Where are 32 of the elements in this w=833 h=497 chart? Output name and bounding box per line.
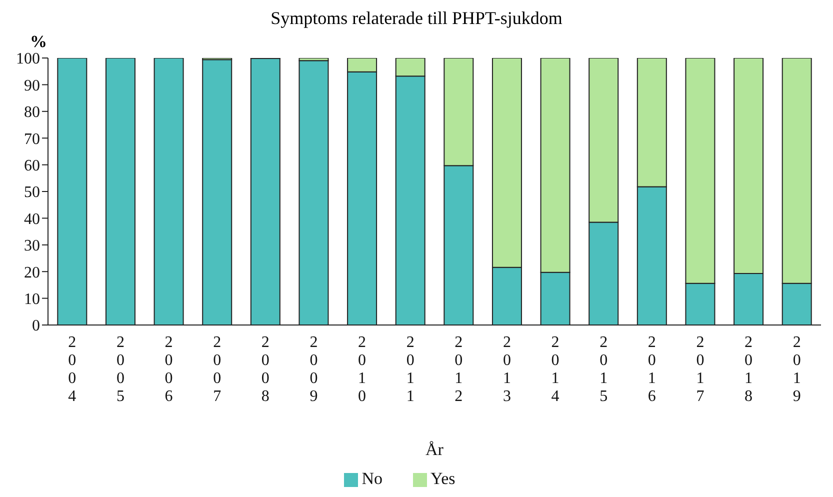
chart-title: Symptoms relaterade till PHPT-sjukdom bbox=[270, 8, 564, 29]
y-tick-label: 90 bbox=[24, 77, 40, 94]
x-axis-title: År bbox=[426, 440, 444, 459]
y-tick-label: 10 bbox=[24, 290, 40, 308]
x-tick-label: 2012 bbox=[454, 334, 463, 405]
x-tick-label: 2008 bbox=[261, 334, 270, 405]
x-tick-label: 2014 bbox=[551, 334, 560, 405]
y-tick-label: 100 bbox=[16, 50, 40, 68]
y-tick-label: 50 bbox=[24, 184, 40, 202]
y-tick-label: 0 bbox=[32, 318, 40, 335]
x-tick-label: 2017 bbox=[696, 334, 704, 405]
x-tick-label: 2005 bbox=[116, 334, 124, 405]
x-tick-label: 2006 bbox=[164, 334, 173, 405]
x-tick-label: 2019 bbox=[792, 334, 801, 405]
x-tick-label: 2016 bbox=[648, 334, 656, 405]
x-tick-label: 2007 bbox=[213, 334, 222, 405]
y-tick-label: 70 bbox=[24, 130, 40, 148]
y-tick-label: 80 bbox=[24, 104, 40, 122]
y-axis-title: % bbox=[30, 32, 47, 52]
x-tick-label: 2009 bbox=[310, 334, 318, 405]
y-tick-label: 30 bbox=[24, 238, 40, 255]
x-tick-label: 2011 bbox=[406, 334, 414, 405]
x-tick-label: 2010 bbox=[358, 334, 366, 405]
legend-label: No bbox=[362, 469, 383, 488]
x-tick-label: 2015 bbox=[600, 334, 608, 405]
legend-label: Yes bbox=[430, 469, 456, 488]
y-tick-label: 40 bbox=[24, 210, 40, 228]
y-tick-label: 20 bbox=[24, 264, 40, 282]
x-tick-label: 2013 bbox=[502, 334, 511, 405]
x-tick-label: 2018 bbox=[744, 334, 753, 405]
x-tick-label: 2004 bbox=[68, 334, 76, 405]
y-tick-label: 60 bbox=[24, 157, 40, 174]
